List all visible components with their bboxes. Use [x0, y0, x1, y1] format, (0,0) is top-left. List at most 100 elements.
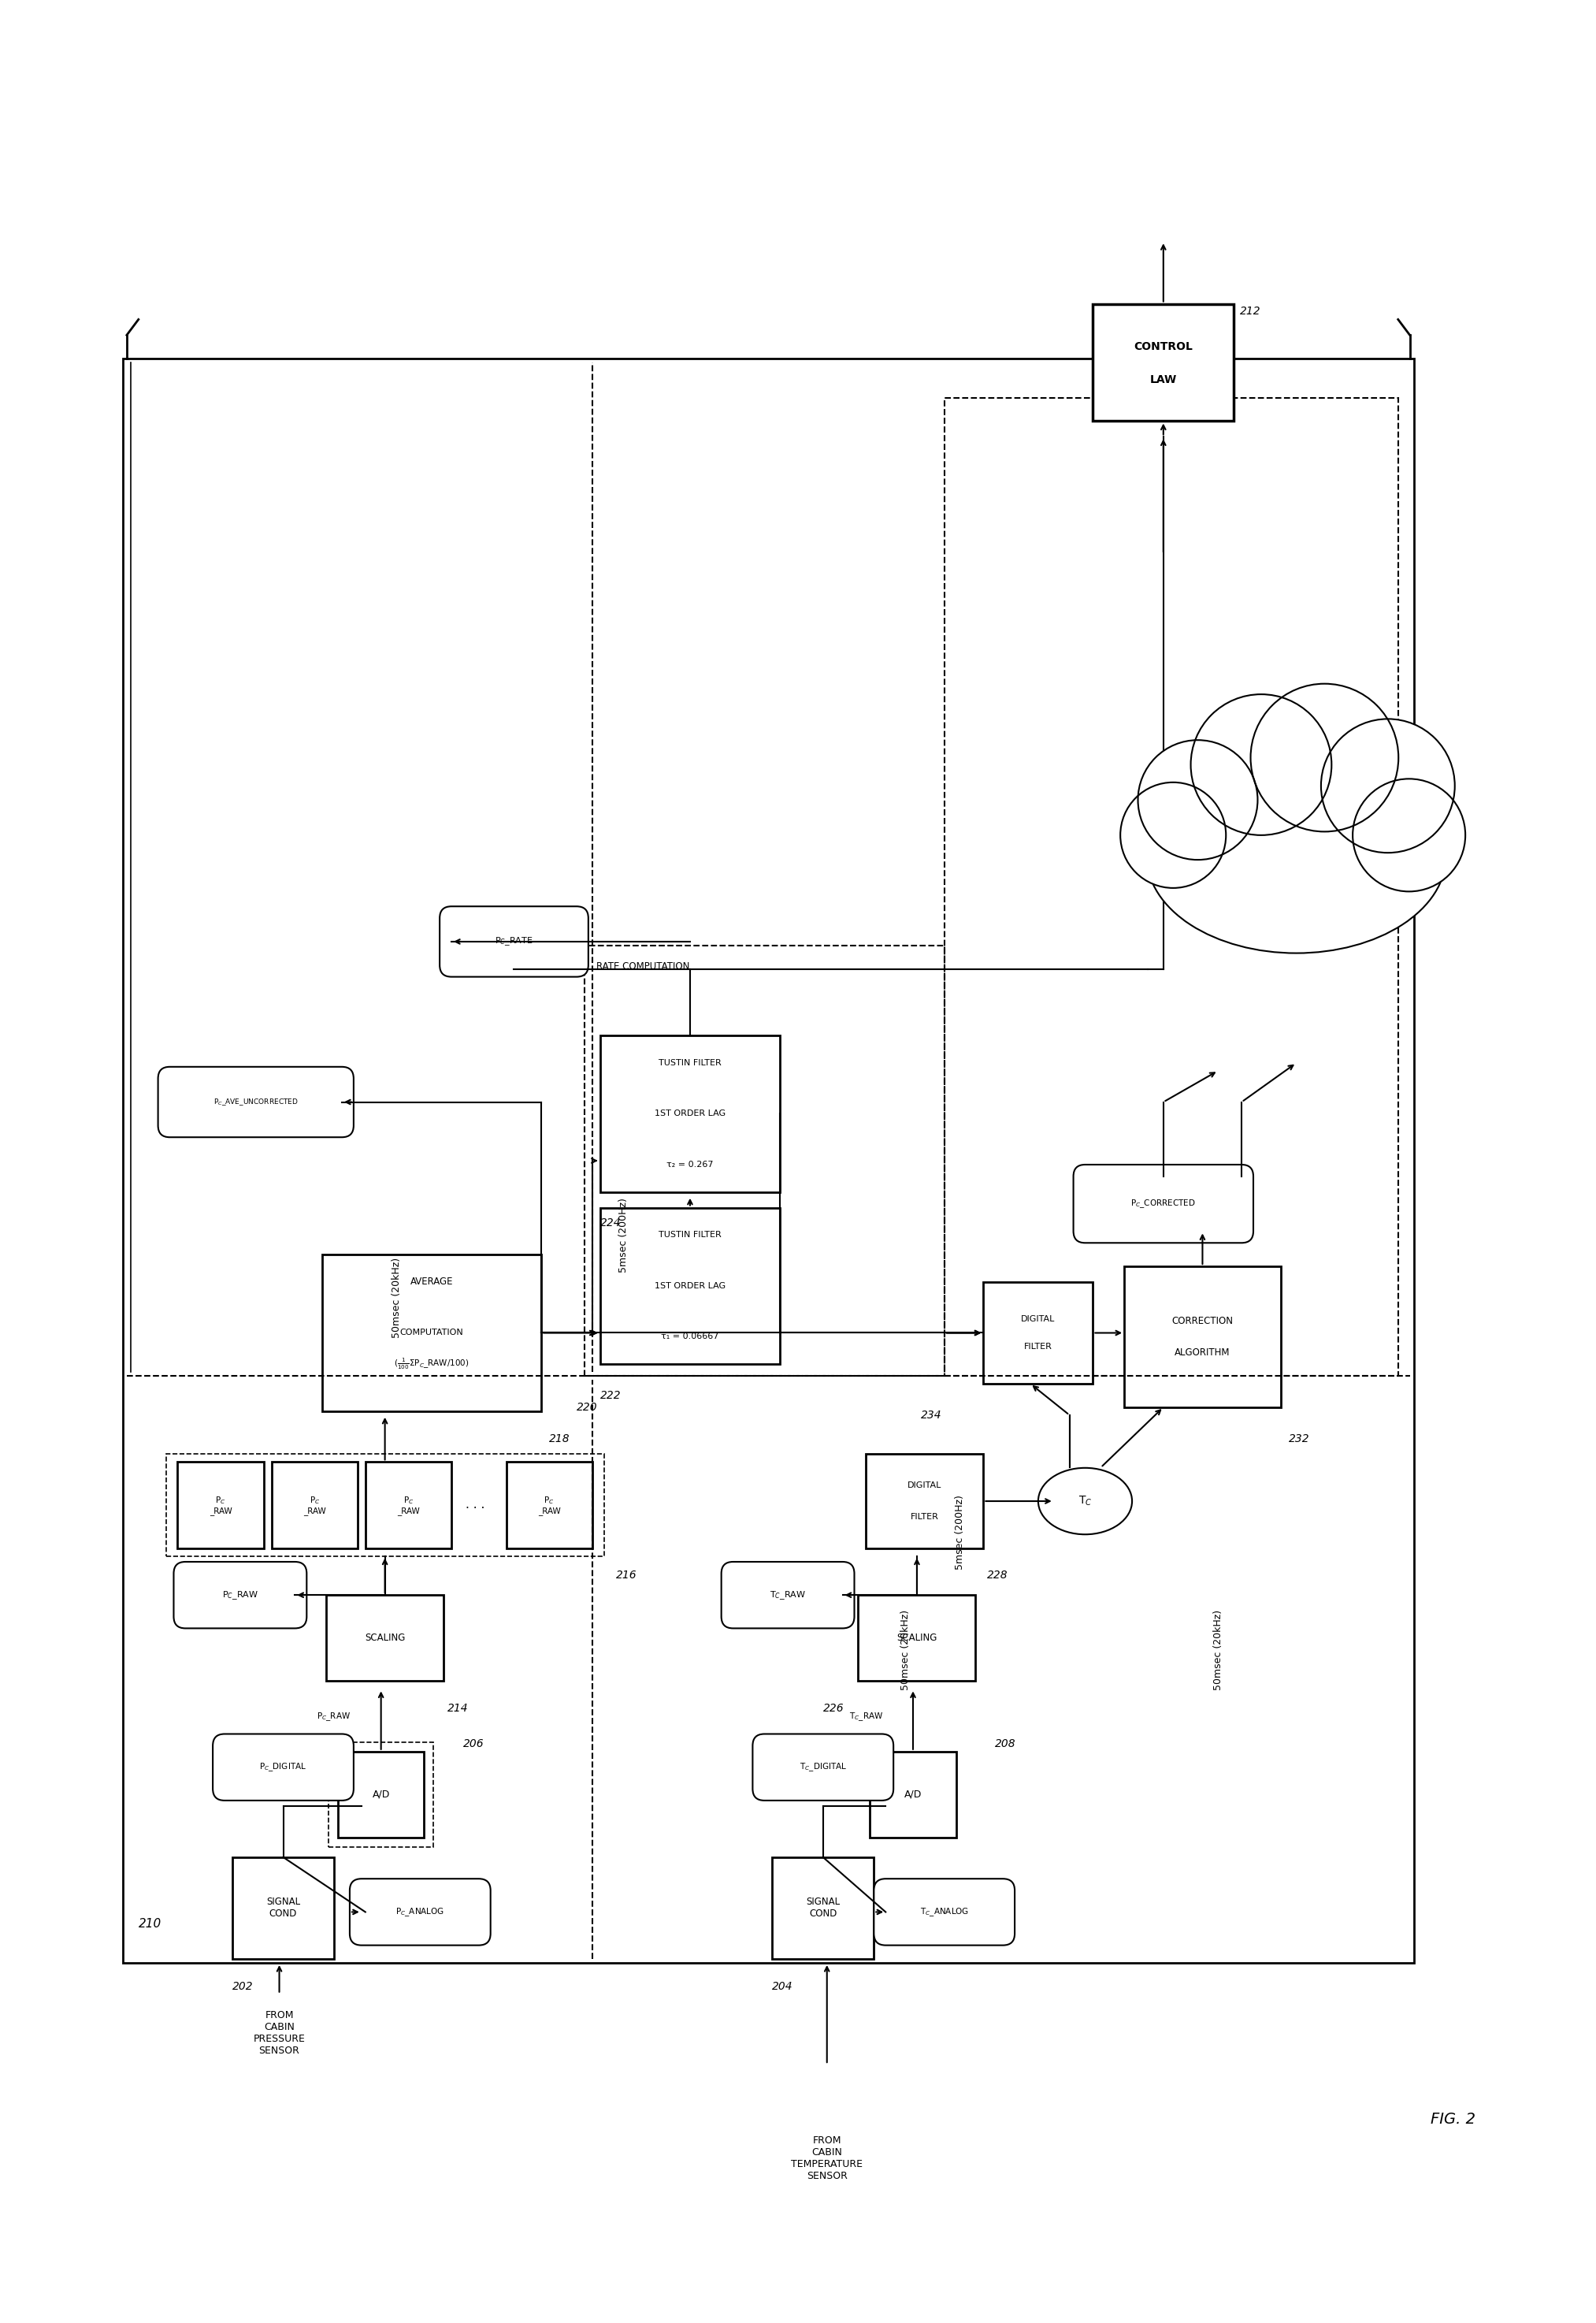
- Text: 204: 204: [772, 1982, 793, 1991]
- Text: . . .: . . .: [466, 1498, 485, 1510]
- Text: P$_C$_AVE_UNCORRECTED: P$_C$_AVE_UNCORRECTED: [214, 1096, 298, 1108]
- Text: ALGORITHM: ALGORITHM: [1175, 1347, 1231, 1357]
- Text: FROM
CABIN
TEMPERATURE
SENSOR: FROM CABIN TEMPERATURE SENSOR: [792, 2135, 863, 2181]
- FancyBboxPatch shape: [983, 1282, 1093, 1385]
- Text: A/D: A/D: [372, 1789, 389, 1800]
- Text: 214: 214: [447, 1703, 469, 1714]
- Text: 208: 208: [996, 1738, 1017, 1749]
- Text: P$_C$
_RAW: P$_C$ _RAW: [397, 1494, 420, 1515]
- Text: τ₁ = 0.06667: τ₁ = 0.06667: [661, 1333, 718, 1340]
- FancyBboxPatch shape: [506, 1461, 592, 1547]
- Text: T$_C$_ANALOG: T$_C$_ANALOG: [919, 1907, 969, 1919]
- Text: RATE COMPUTATION: RATE COMPUTATION: [597, 962, 689, 971]
- Text: . . .: . . .: [1286, 932, 1306, 943]
- Text: INDICATION LOGIC: INDICATION LOGIC: [1253, 839, 1339, 848]
- Text: P$_C$_ANALOG: P$_C$_ANALOG: [396, 1907, 445, 1919]
- Text: 5msec (200Hz): 5msec (200Hz): [618, 1199, 629, 1273]
- Text: P$_C$_RAW: P$_C$_RAW: [222, 1589, 259, 1601]
- FancyBboxPatch shape: [233, 1856, 334, 1958]
- Text: 218: 218: [549, 1433, 570, 1445]
- Text: SIGNAL
COND: SIGNAL COND: [267, 1898, 300, 1919]
- Text: T$_C$_DIGITAL: T$_C$_DIGITAL: [800, 1761, 847, 1772]
- Text: 50msec (20kHz): 50msec (20kHz): [900, 1610, 910, 1691]
- Text: SCALING: SCALING: [897, 1633, 937, 1642]
- Text: 220: 220: [576, 1401, 597, 1412]
- FancyBboxPatch shape: [439, 906, 589, 976]
- FancyBboxPatch shape: [600, 1208, 780, 1364]
- FancyBboxPatch shape: [1074, 1164, 1253, 1243]
- Text: CORRECTION: CORRECTION: [1171, 1317, 1234, 1326]
- FancyBboxPatch shape: [177, 1461, 263, 1547]
- FancyBboxPatch shape: [859, 1596, 975, 1682]
- Text: P$_C$
_RAW: P$_C$ _RAW: [303, 1494, 326, 1515]
- Text: 202: 202: [233, 1982, 254, 1991]
- Text: COMPUTATION: COMPUTATION: [401, 1329, 464, 1336]
- Text: P$_C$_CORRECTED: P$_C$_CORRECTED: [1130, 1199, 1195, 1210]
- FancyBboxPatch shape: [772, 1856, 875, 1958]
- Text: T$_C$: T$_C$: [1079, 1494, 1092, 1508]
- Circle shape: [1353, 778, 1465, 892]
- Text: FIG. 2: FIG. 2: [1430, 2112, 1475, 2128]
- Text: 1ST ORDER LAG: 1ST ORDER LAG: [654, 1110, 726, 1117]
- Text: P$_C$
_RAW: P$_C$ _RAW: [538, 1494, 560, 1515]
- Text: 212: 212: [1240, 307, 1261, 318]
- Text: 228: 228: [988, 1570, 1009, 1582]
- FancyBboxPatch shape: [212, 1733, 354, 1800]
- Text: 50msec (20kHz): 50msec (20kHz): [391, 1257, 402, 1338]
- Circle shape: [1138, 741, 1258, 860]
- FancyBboxPatch shape: [322, 1254, 541, 1410]
- Circle shape: [1120, 783, 1226, 887]
- FancyBboxPatch shape: [338, 1752, 425, 1837]
- Text: CONTROL LAWS: CONTROL LAWS: [1259, 792, 1334, 801]
- Text: LAW: LAW: [1149, 374, 1176, 386]
- Text: T$_C$_RAW: T$_C$_RAW: [849, 1710, 883, 1721]
- Text: P$_C$_RATE: P$_C$_RATE: [495, 936, 533, 948]
- Text: TUSTIN FILTER: TUSTIN FILTER: [659, 1059, 721, 1066]
- FancyBboxPatch shape: [721, 1561, 854, 1628]
- FancyBboxPatch shape: [326, 1596, 444, 1682]
- Text: SIGNAL
COND: SIGNAL COND: [806, 1898, 839, 1919]
- Text: 210: 210: [139, 1919, 161, 1930]
- Text: ($\frac{1}{100}$ΣP$_C$_RAW/100): ($\frac{1}{100}$ΣP$_C$_RAW/100): [394, 1357, 469, 1371]
- Text: 1ST ORDER LAG: 1ST ORDER LAG: [654, 1282, 726, 1289]
- FancyBboxPatch shape: [158, 1066, 354, 1138]
- Text: PROTECTION LOGIC: PROTECTION LOGIC: [1251, 885, 1342, 897]
- FancyBboxPatch shape: [875, 1879, 1015, 1944]
- Circle shape: [1321, 718, 1456, 853]
- Text: DIGITAL: DIGITAL: [1021, 1315, 1055, 1322]
- FancyBboxPatch shape: [1124, 1266, 1280, 1408]
- Text: FROM
CABIN
PRESSURE
SENSOR: FROM CABIN PRESSURE SENSOR: [254, 2009, 305, 2056]
- Text: 232: 232: [1288, 1433, 1309, 1445]
- FancyBboxPatch shape: [867, 1454, 983, 1547]
- FancyBboxPatch shape: [870, 1752, 956, 1837]
- Circle shape: [1191, 695, 1331, 836]
- FancyBboxPatch shape: [600, 1036, 780, 1192]
- Text: 50msec (20kHz): 50msec (20kHz): [1213, 1610, 1223, 1691]
- Text: 226: 226: [824, 1703, 844, 1714]
- Text: 216: 216: [616, 1570, 637, 1582]
- Text: FILTER: FILTER: [1025, 1343, 1052, 1352]
- Text: AVERAGE: AVERAGE: [410, 1278, 453, 1287]
- Text: FILTER: FILTER: [911, 1512, 938, 1522]
- Text: A/D: A/D: [905, 1789, 922, 1800]
- FancyBboxPatch shape: [174, 1561, 306, 1628]
- Text: CONTROL: CONTROL: [1133, 341, 1192, 353]
- Text: MODE LOGIC: MODE LOGIC: [1267, 746, 1326, 755]
- Text: 5msec (200Hz): 5msec (200Hz): [954, 1496, 966, 1570]
- Text: 222: 222: [600, 1389, 621, 1401]
- Ellipse shape: [1037, 1468, 1132, 1536]
- Text: P$_C$_DIGITAL: P$_C$_DIGITAL: [260, 1761, 306, 1772]
- Text: DIGITAL: DIGITAL: [908, 1482, 942, 1489]
- Ellipse shape: [1148, 760, 1446, 952]
- FancyBboxPatch shape: [365, 1461, 452, 1547]
- Text: 206: 206: [463, 1738, 484, 1749]
- Text: P$_C$_RAW: P$_C$_RAW: [318, 1710, 351, 1721]
- Text: SCALING: SCALING: [364, 1633, 405, 1642]
- FancyBboxPatch shape: [1093, 304, 1234, 420]
- Text: τ₂ = 0.267: τ₂ = 0.267: [667, 1162, 713, 1168]
- Circle shape: [1251, 683, 1398, 832]
- FancyBboxPatch shape: [350, 1879, 490, 1944]
- FancyBboxPatch shape: [123, 358, 1414, 1963]
- Text: P$_C$
_RAW: P$_C$ _RAW: [209, 1494, 231, 1515]
- Text: T$_C$_RAW: T$_C$_RAW: [769, 1589, 806, 1601]
